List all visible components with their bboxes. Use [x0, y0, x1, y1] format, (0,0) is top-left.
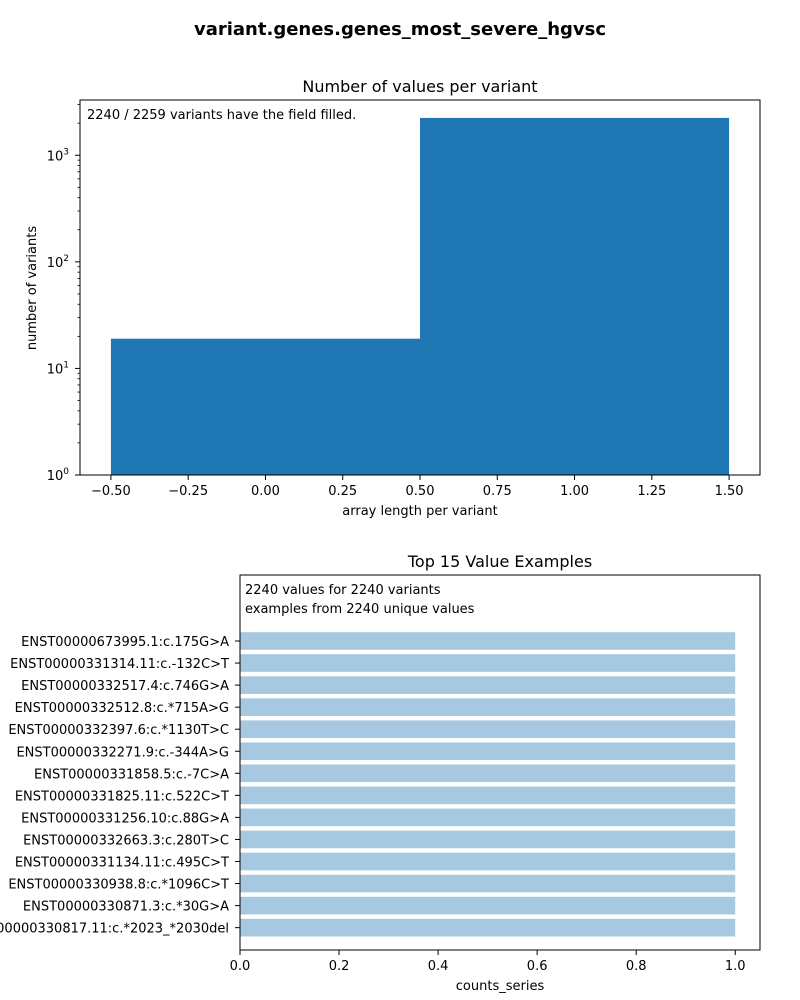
histogram-x-tick-label-2: 0.00: [251, 484, 280, 499]
histogram-axes: Number of values per variant −0.50 −0.25 0…: [25, 77, 761, 519]
top-values-category-label-2: ENST00000332517.4:c.746G>A: [21, 679, 229, 694]
top-values-bar-5: [240, 742, 736, 761]
top-values-x-tick-label-1: 0.2: [329, 959, 350, 974]
histogram-y-ticks: 100 101 102 103: [47, 104, 80, 484]
top-values-category-label-6: ENST00000331858.5:c.-7C>A: [34, 767, 229, 782]
top-values-category-label-4: ENST00000332397.6:c.*1130T>C: [8, 723, 229, 738]
top-values-bar-9: [240, 830, 736, 849]
histogram-x-tick-label-4: 0.50: [406, 484, 435, 499]
top-values-category-label-3: ENST00000332512.8:c.*715A>G: [15, 701, 229, 716]
top-values-y-ticks: ENST00000673995.1:c.175G>A ENST0000033131…: [0, 635, 240, 937]
histogram-x-tick-label-7: 1.25: [637, 484, 666, 499]
top-values-bar-1: [240, 654, 736, 672]
top-values-axes: Top 15 Value Examples 0.0 0.2 0.4 0.6 0.8 1.0…: [0, 552, 761, 994]
histogram-annotation: 2240 / 2259 variants have the field fill…: [87, 108, 356, 123]
top-values-x-tick-label-4: 0.8: [626, 959, 647, 974]
top-values-bar-0: [240, 632, 736, 650]
histogram-y-tick-label-2: 102: [47, 254, 69, 271]
top-values-category-label-1: ENST00000331314.11:c.-132C>T: [10, 657, 229, 672]
top-values-bar-12: [240, 896, 736, 915]
top-values-bars: [240, 632, 736, 937]
histogram-x-tick-label-8: 1.50: [715, 484, 744, 499]
top-values-bar-4: [240, 720, 736, 738]
top-values-x-tick-label-0: 0.0: [230, 959, 251, 974]
histogram-x-tick-label-3: 0.25: [328, 484, 357, 499]
histogram-y-label: number of variants: [25, 226, 40, 350]
top-values-category-label-10: ENST00000331134.11:c.495C>T: [15, 856, 229, 871]
top-values-bar-6: [240, 764, 736, 783]
histogram-x-tick-label-5: 0.75: [483, 484, 512, 499]
histogram-x-ticks: −0.50 −0.25 0.00 0.25 0.50 0.75 1.00 1.25 1.50: [91, 475, 744, 499]
top-values-x-tick-label-5: 1.0: [725, 959, 746, 974]
histogram-bar-0: [110, 338, 420, 475]
top-values-x-ticks: 0.0 0.2 0.4 0.6 0.8 1.0: [230, 950, 746, 974]
top-values-bar-7: [240, 786, 736, 805]
top-values-bar-8: [240, 808, 736, 827]
top-values-annotation-2: examples from 2240 unique values: [245, 602, 475, 617]
top-values-title: Top 15 Value Examples: [407, 552, 592, 571]
histogram-title: Number of values per variant: [302, 77, 537, 96]
top-values-category-label-7: ENST00000331825.11:c.522C>T: [15, 789, 229, 804]
histogram-x-tick-label-0: −0.50: [91, 484, 131, 499]
histogram-y-tick-label-1: 101: [47, 360, 69, 377]
top-values-category-label-11: ENST00000330938.8:c.*1096C>T: [8, 878, 229, 893]
histogram-bar-1: [420, 117, 730, 476]
histogram-y-tick-label-3: 103: [47, 147, 69, 164]
top-values-category-label-12: ENST00000330871.3:c.*30G>A: [23, 900, 229, 915]
histogram-x-tick-label-1: −0.25: [168, 484, 208, 499]
top-values-category-label-8: ENST00000331256.10:c.88G>A: [21, 811, 229, 826]
top-values-category-label-13: ENST00000330817.11:c.*2023_*2030del: [0, 922, 229, 937]
top-values-bar-13: [240, 918, 736, 937]
top-values-category-label-5: ENST00000332271.9:c.-344A>G: [16, 745, 229, 760]
histogram-bars: [110, 117, 730, 476]
histogram-x-tick-label-6: 1.00: [560, 484, 589, 499]
top-values-annotation-1: 2240 values for 2240 variants: [245, 583, 441, 598]
top-values-bar-2: [240, 676, 736, 694]
figure-title: variant.genes.genes_most_severe_hgvsc: [194, 19, 606, 40]
top-values-category-label-9: ENST00000332663.3:c.280T>C: [23, 833, 229, 848]
top-values-bar-10: [240, 852, 736, 871]
histogram-x-label: array length per variant: [342, 504, 497, 519]
top-values-bar-3: [240, 698, 736, 716]
top-values-x-tick-label-3: 0.6: [527, 959, 548, 974]
top-values-x-label: counts_series: [456, 979, 545, 994]
top-values-x-tick-label-2: 0.4: [428, 959, 449, 974]
histogram-y-tick-label-0: 100: [47, 467, 70, 484]
top-values-frame: [239, 574, 761, 951]
top-values-bar-11: [240, 874, 736, 893]
top-values-category-label-0: ENST00000673995.1:c.175G>A: [21, 635, 229, 650]
